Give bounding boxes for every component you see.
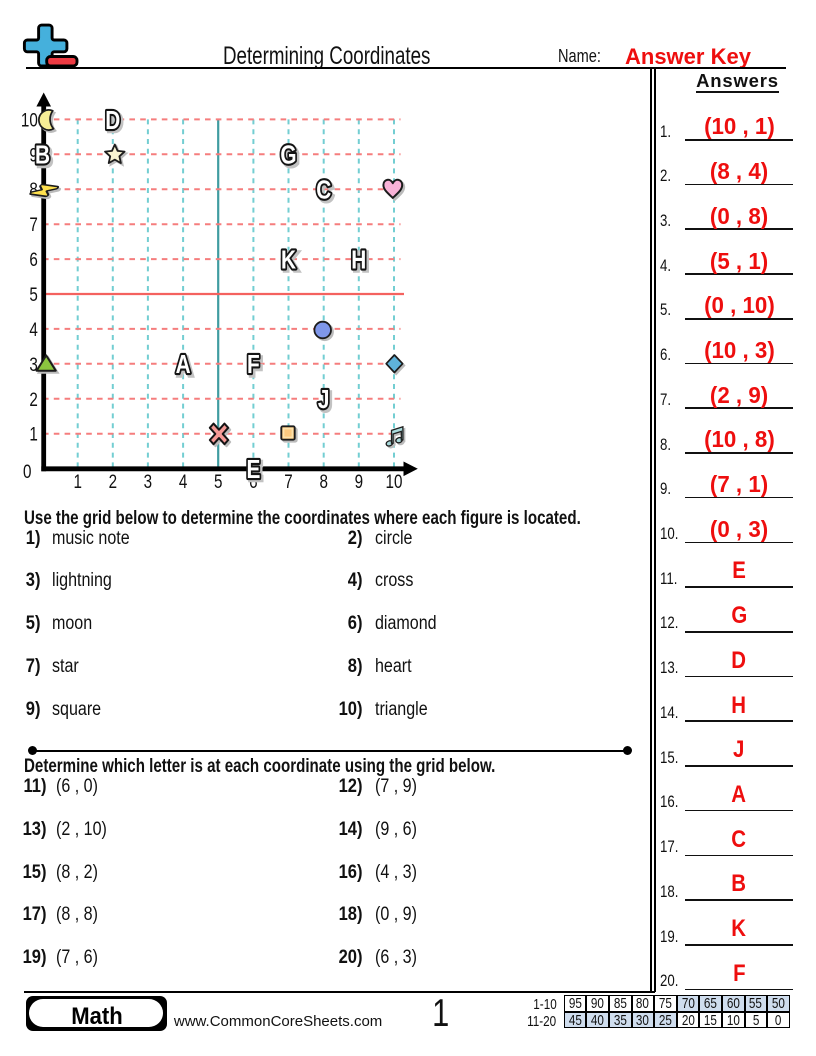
svg-text:10: 10 (21, 109, 38, 131)
svg-text:5: 5 (214, 470, 222, 492)
svg-text:G: G (280, 141, 296, 170)
svg-text:A: A (178, 352, 193, 381)
svg-text:2: 2 (29, 388, 37, 410)
svg-text:9: 9 (355, 470, 363, 492)
svg-text:1: 1 (29, 423, 37, 445)
svg-text:7: 7 (29, 213, 37, 235)
svg-text:J: J (320, 387, 332, 416)
svg-text:B: B (37, 143, 52, 172)
svg-text:E: E (249, 457, 263, 486)
svg-text:F: F (247, 350, 260, 379)
svg-text:10: 10 (386, 470, 403, 492)
svg-text:7: 7 (284, 470, 292, 492)
svg-text:5: 5 (29, 283, 37, 305)
svg-text:D: D (107, 108, 122, 137)
svg-text:2: 2 (109, 470, 117, 492)
svg-text:9: 9 (29, 143, 37, 165)
svg-text:8: 8 (29, 178, 37, 200)
svg-text:K: K (281, 245, 296, 274)
svg-text:0: 0 (23, 460, 32, 482)
svg-text:C: C (316, 175, 331, 204)
svg-text:1: 1 (73, 470, 81, 492)
svg-text:C: C (318, 178, 333, 207)
svg-text:E: E (246, 455, 260, 484)
svg-text:J: J (318, 385, 330, 414)
svg-text:4: 4 (179, 470, 188, 492)
svg-text:3: 3 (144, 470, 152, 492)
svg-text:6: 6 (249, 470, 257, 492)
svg-text:K: K (283, 248, 298, 277)
svg-text:D: D (105, 106, 120, 135)
svg-text:H: H (353, 248, 368, 277)
svg-text:F: F (249, 352, 262, 381)
svg-text:6: 6 (29, 248, 37, 270)
svg-text:A: A (176, 350, 191, 379)
svg-text:G: G (283, 143, 299, 172)
svg-text:3: 3 (29, 353, 37, 375)
svg-text:H: H (351, 245, 366, 274)
svg-text:8: 8 (319, 470, 327, 492)
svg-text:B: B (35, 141, 50, 170)
svg-text:4: 4 (29, 318, 38, 340)
